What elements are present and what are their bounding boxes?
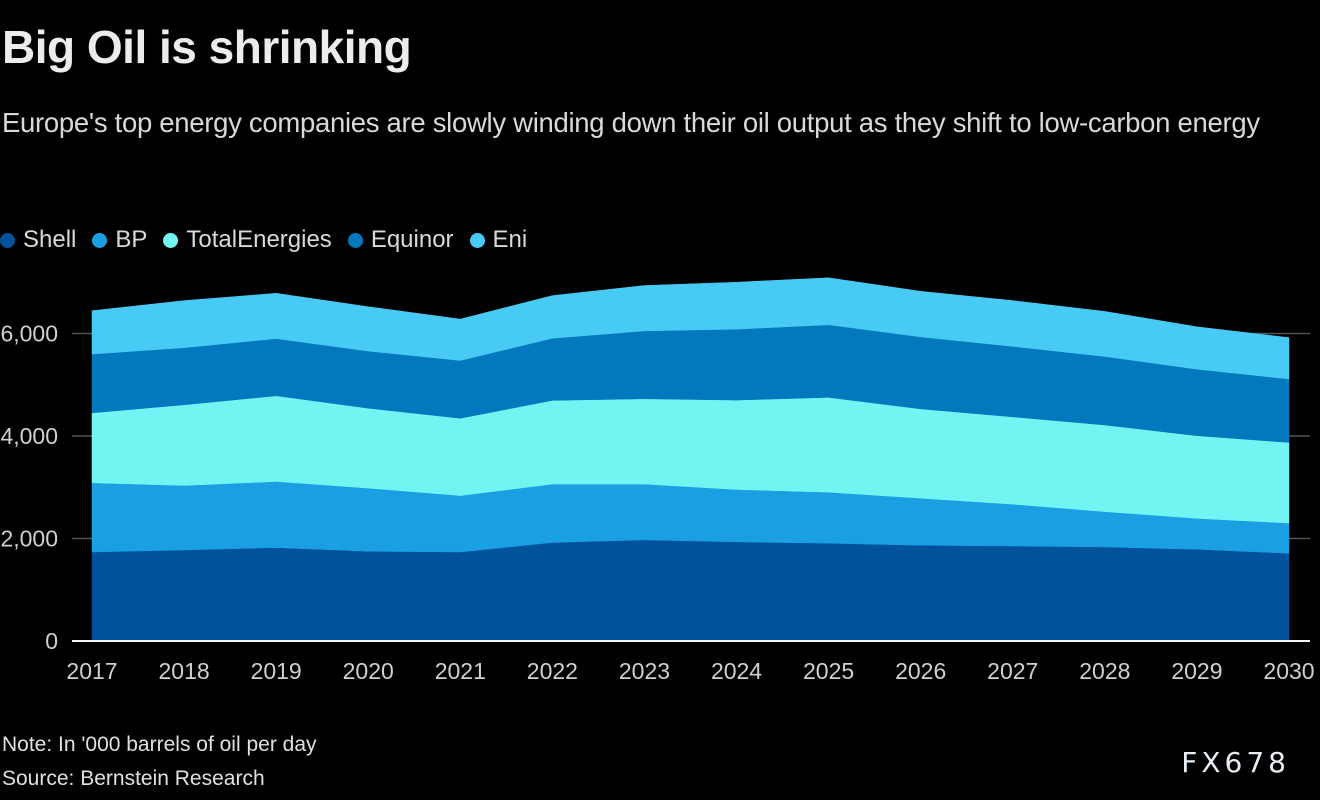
x-tick-label: 2026	[895, 658, 946, 684]
legend-dot-icon	[0, 232, 15, 248]
area-shell	[91, 539, 1290, 642]
y-tick-label: 6,000	[0, 321, 58, 347]
legend-label: Equinor	[370, 226, 454, 253]
chart-subtitle: Europe's top energy companies are slowly…	[2, 107, 1260, 138]
legend-dot-icon	[347, 232, 363, 248]
x-tick-label: 2030	[1263, 658, 1314, 684]
legend-dot-icon	[469, 232, 485, 248]
area-series-group	[91, 277, 1290, 642]
legend-label: Eni	[492, 226, 528, 253]
axes: 0 2,000 4,000 6,000 2017 2018 2019 2020 2021 2022…	[0, 321, 1314, 685]
legend-item-shell[interactable]: Shell	[0, 226, 76, 254]
legend-item-totalenergies[interactable]: TotalEnergies	[163, 226, 332, 254]
x-tick-label: 2017	[66, 658, 117, 684]
x-tick-label: 2019	[251, 658, 302, 684]
y-tick-label: 4,000	[0, 423, 58, 449]
x-tick-label: 2022	[527, 658, 578, 684]
x-tick-label: 2028	[1079, 658, 1130, 684]
chart-note: Note: In '000 barrels of oil per day	[2, 733, 317, 756]
legend-label: TotalEnergies	[186, 226, 332, 253]
x-tick-label: 2025	[803, 658, 854, 684]
x-tick-label: 2020	[343, 658, 394, 684]
legend-item-bp[interactable]: BP	[92, 226, 147, 254]
legend-dot-icon	[163, 232, 179, 248]
area-eni	[91, 277, 1290, 380]
x-tick-label: 2024	[711, 658, 762, 684]
x-tick-label: 2029	[1171, 658, 1222, 684]
legend-dot-icon	[92, 232, 108, 248]
legend-label: Shell	[23, 226, 77, 253]
chart-source: Source: Bernstein Research	[2, 767, 265, 790]
legend-item-eni[interactable]: Eni	[469, 226, 528, 254]
y-tick-label: 2,000	[0, 526, 58, 552]
x-tick-label: 2018	[158, 658, 209, 684]
stacked-area-chart: 0 2,000 4,000 6,000 2017 2018 2019 2020 2021 2022…	[0, 277, 1315, 685]
watermark-logo: FX678	[1181, 746, 1290, 779]
x-tick-label: 2023	[619, 658, 670, 684]
chart-legend: Shell BP TotalEnergies Equinor Eni	[0, 226, 543, 254]
legend-item-equinor[interactable]: Equinor	[347, 226, 454, 254]
y-tick-label: 0	[45, 628, 58, 654]
chart-title: Big Oil is shrinking	[2, 21, 412, 73]
x-tick-label: 2021	[435, 658, 486, 684]
x-tick-label: 2027	[987, 658, 1038, 684]
legend-label: BP	[115, 226, 148, 253]
